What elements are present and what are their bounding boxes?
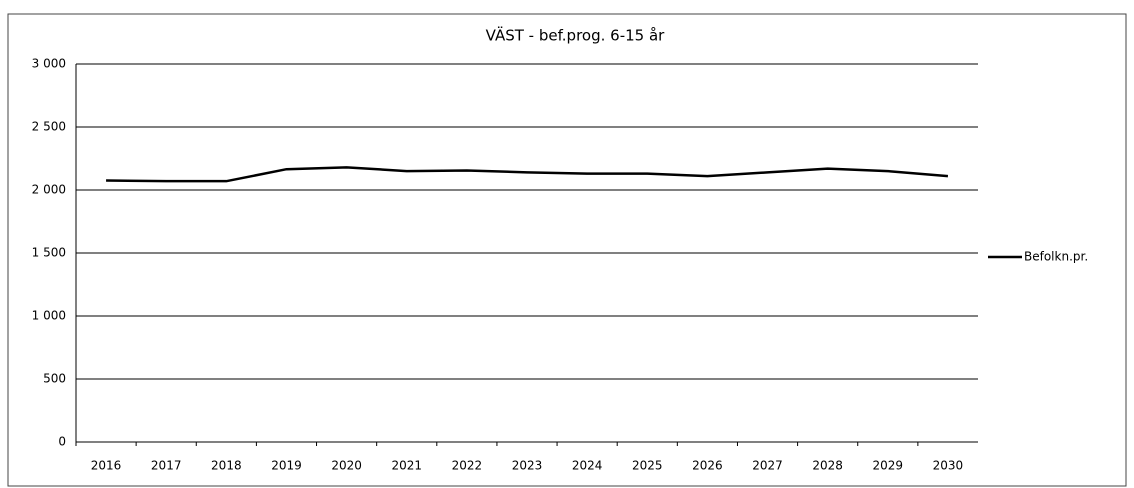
x-tick-label: 2024 — [572, 459, 603, 473]
x-tick-label: 2020 — [331, 459, 362, 473]
x-tick-label: 2023 — [512, 459, 543, 473]
y-tick-label: 2 500 — [32, 120, 66, 134]
x-tick-label: 2030 — [933, 459, 964, 473]
y-tick-label: 2 000 — [32, 183, 66, 197]
x-tick-label: 2025 — [632, 459, 663, 473]
x-tick-label: 2028 — [812, 459, 843, 473]
x-tick-label: 2029 — [873, 459, 904, 473]
y-tick-label: 1 500 — [32, 246, 66, 260]
chart-title: VÄST - bef.prog. 6-15 år — [486, 26, 666, 45]
x-tick-label: 2018 — [211, 459, 242, 473]
data-line — [106, 166, 949, 183]
y-tick-label: 1 000 — [32, 309, 66, 323]
x-tick-label: 2019 — [271, 459, 302, 473]
x-tick-label: 2026 — [692, 459, 723, 473]
x-tick-label: 2016 — [91, 459, 122, 473]
y-tick-label: 3 000 — [32, 57, 66, 71]
y-tick-label: 0 — [58, 435, 66, 449]
x-tick-label: 2027 — [752, 459, 783, 473]
chart-border — [7, 13, 1127, 487]
x-tick-label: 2022 — [452, 459, 483, 473]
legend-label: Befolkn.pr. — [1024, 250, 1088, 264]
y-tick-label: 500 — [43, 372, 66, 386]
x-tick-label: 2017 — [151, 459, 182, 473]
x-tick-label: 2021 — [391, 459, 422, 473]
